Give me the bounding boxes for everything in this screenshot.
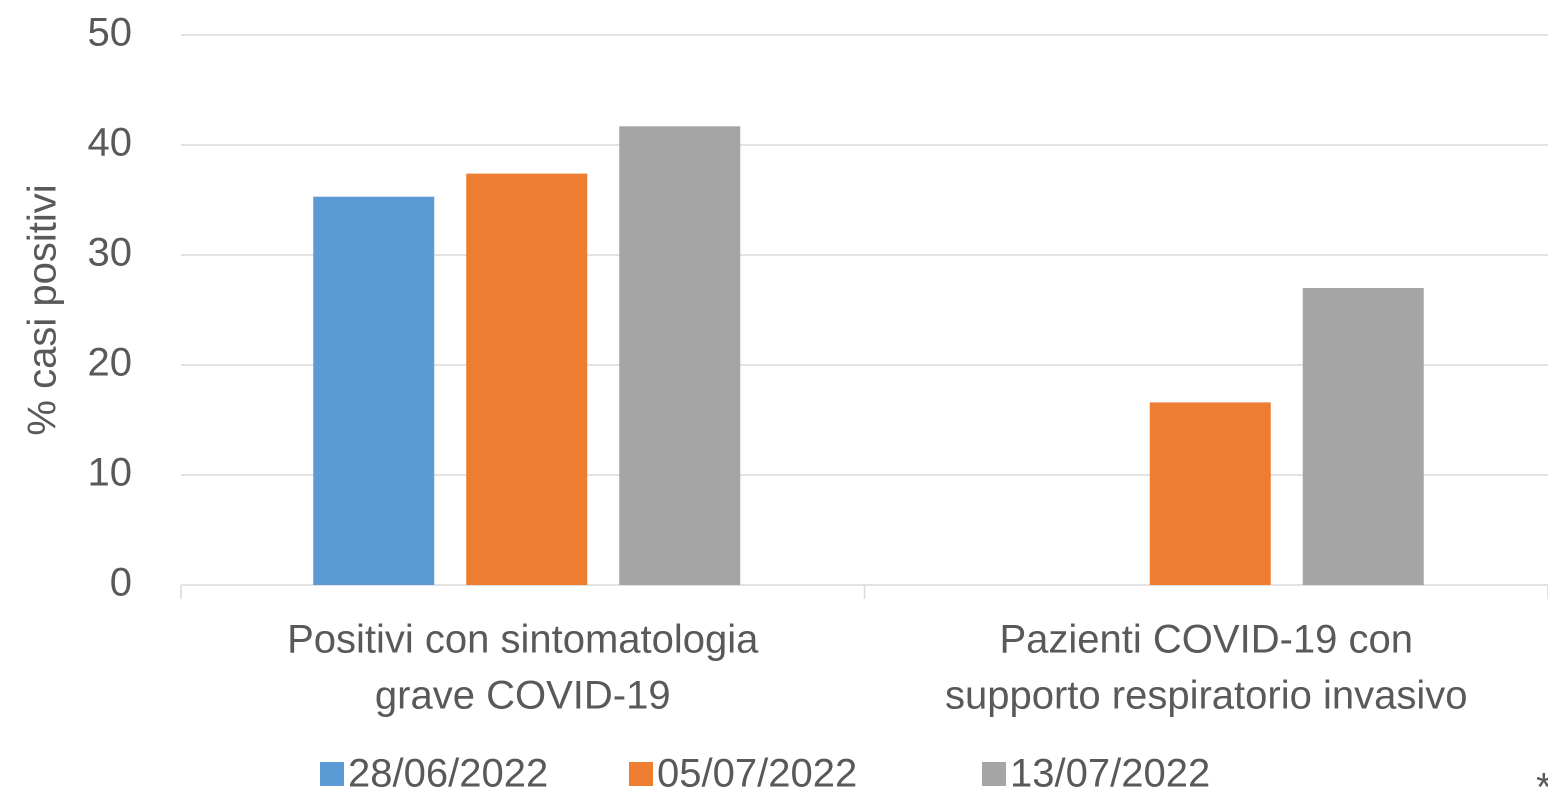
y-tick-label: 10 [88, 451, 133, 495]
y-axis-label: % casi positivi [21, 184, 65, 435]
bar [1149, 402, 1271, 585]
y-tick-label: 20 [88, 341, 133, 385]
x-tick-label: Pazienti COVID-19 con [999, 618, 1413, 662]
bar [313, 196, 435, 585]
x-tick-label: grave COVID-19 [375, 674, 671, 718]
y-tick-label: 0 [110, 561, 132, 605]
y-tick-label: 50 [88, 11, 133, 55]
bar [466, 173, 588, 585]
legend-label: 13/07/2022 [1010, 752, 1210, 795]
y-tick-label: 30 [88, 231, 133, 275]
legend-swatch [982, 762, 1006, 786]
legend-label: 05/07/2022 [657, 752, 857, 795]
legend-label: 28/06/2022 [348, 752, 548, 795]
footnote-mark: * [1536, 766, 1548, 795]
legend-swatch [320, 762, 344, 786]
legend-swatch [629, 762, 653, 786]
y-tick-label: 40 [88, 121, 133, 165]
bar [1302, 288, 1424, 585]
bar [619, 126, 741, 586]
x-tick-label: Positivi con sintomatologia [287, 618, 759, 662]
x-tick-label: supporto respiratorio invasivo [945, 674, 1467, 718]
